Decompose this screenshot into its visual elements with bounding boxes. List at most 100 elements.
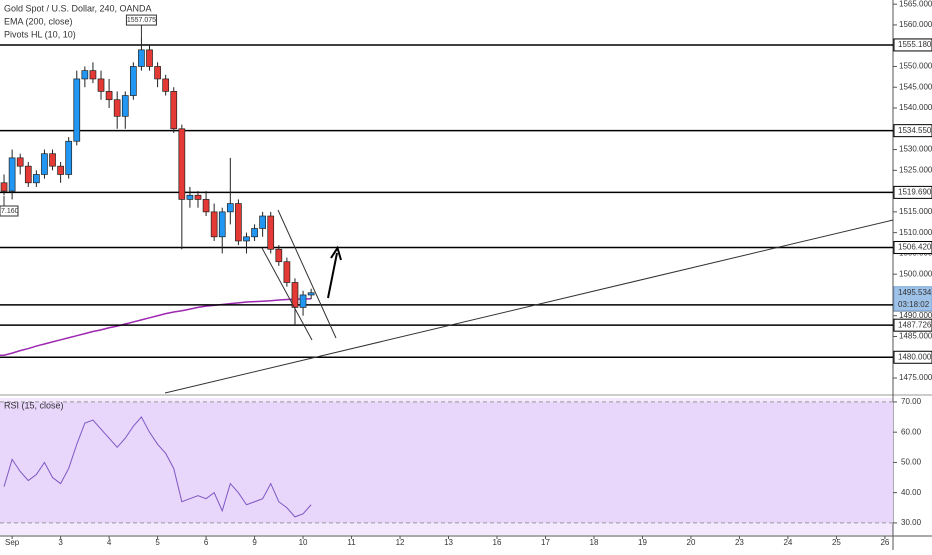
y-tick-label: 1545.000 — [899, 82, 932, 91]
trendline — [164, 219, 894, 394]
y-tick-label: 1515.000 — [899, 207, 932, 216]
chart-title: Gold Spot / U.S. Dollar, 240, OANDA — [4, 3, 152, 13]
indicator-label: EMA (200, close) — [4, 16, 73, 26]
x-tick-label: 16 — [493, 538, 502, 547]
candle-body — [33, 174, 40, 184]
x-tick-label: 17 — [541, 538, 550, 547]
x-tick-label: 26 — [880, 538, 889, 547]
x-tick-label: 10 — [299, 538, 308, 547]
candle-body — [97, 78, 105, 92]
last-price-label: 1495.534 — [898, 288, 932, 297]
level-label: 1506.420 — [898, 243, 932, 252]
level-label-box — [893, 124, 932, 138]
candle-body — [105, 91, 113, 101]
candle-body — [202, 199, 210, 213]
candle-body — [121, 95, 129, 117]
candle-body — [129, 66, 137, 96]
candle-body — [291, 282, 299, 308]
candle-body — [57, 165, 64, 175]
x-tick-label: 24 — [783, 538, 792, 547]
candle-body — [243, 236, 250, 242]
candle-body — [267, 215, 275, 250]
candle-body — [89, 70, 97, 80]
rsi-y-tick-label: 40.00 — [901, 488, 922, 497]
level-label-box — [893, 318, 932, 332]
channel-line — [261, 247, 313, 341]
candle-body — [0, 182, 8, 192]
rsi-title: RSI (15, close) — [4, 400, 64, 410]
rsi-line — [3, 416, 312, 518]
level-label: 1555.180 — [898, 40, 932, 49]
candle-body — [251, 228, 258, 238]
x-tick-label: 3 — [58, 538, 63, 547]
candle-body — [210, 211, 218, 238]
candle-body — [162, 78, 170, 92]
x-tick-label: Sep — [5, 538, 20, 547]
y-tick-label: 1475.000 — [899, 373, 932, 382]
candle-body — [146, 49, 153, 67]
candle-body — [194, 194, 202, 200]
candle-body — [218, 211, 226, 238]
pivot-low-label: 7.160 — [1, 208, 19, 215]
level-label: 1487.726 — [898, 320, 932, 329]
candle-body — [81, 70, 89, 80]
channel-line — [277, 209, 337, 339]
candle-body — [49, 153, 56, 167]
y-tick-label: 1540.000 — [899, 103, 932, 112]
x-tick-label: 18 — [590, 538, 599, 547]
rsi-y-tick-label: 30.00 — [901, 518, 922, 527]
pivot-low-box — [0, 205, 19, 217]
candle-body — [235, 203, 242, 242]
candle-body — [186, 194, 194, 200]
y-tick-label: 1500.000 — [899, 269, 932, 278]
x-tick-label: 23 — [735, 538, 744, 547]
candle-body — [73, 78, 81, 142]
y-tick-label: 1525.000 — [899, 165, 932, 174]
candle-body — [259, 215, 266, 229]
y-tick-label: 1530.000 — [899, 145, 932, 154]
x-tick-label: 13 — [444, 538, 453, 547]
x-tick-label: 19 — [638, 538, 647, 547]
x-tick-label: 4 — [107, 538, 112, 547]
level-label: 1480.000 — [898, 352, 932, 361]
x-tick-label: 11 — [347, 538, 356, 547]
candle-body — [226, 203, 234, 213]
candle-body — [283, 261, 291, 283]
rsi-y-tick-label: 50.00 — [901, 458, 922, 467]
ema-line — [0, 297, 312, 356]
indicator-label: Pivots HL (10, 10) — [4, 29, 76, 39]
countdown: 03:18:02 — [898, 300, 930, 309]
rsi-y-tick-label: 60.00 — [901, 427, 922, 436]
candle-body — [178, 128, 186, 200]
candle-body — [299, 294, 307, 308]
candle-body — [113, 99, 121, 117]
candle-body — [8, 157, 16, 192]
rsi-y-tick-label: 70.00 — [901, 397, 922, 406]
y-tick-label: 1485.000 — [899, 332, 932, 341]
candle-body — [24, 165, 32, 184]
level-label-box — [893, 38, 932, 52]
y-tick-label: 1560.000 — [899, 20, 932, 29]
x-tick-label: 20 — [687, 538, 696, 547]
y-tick-label: 1490.000 — [899, 311, 932, 320]
rsi-band — [0, 401, 893, 523]
level-label-box — [893, 185, 932, 199]
candle-body — [16, 157, 24, 167]
arrow — [327, 252, 338, 299]
x-tick-label: 25 — [832, 538, 841, 547]
candle-body — [65, 140, 73, 175]
y-tick-label: 1510.000 — [899, 228, 932, 237]
level-label-box — [893, 350, 932, 364]
y-tick-label: 1550.000 — [899, 62, 932, 71]
arrow-head — [330, 245, 342, 261]
x-tick-label: 6 — [204, 538, 209, 547]
candle-body — [154, 66, 161, 80]
level-label-box — [893, 241, 932, 255]
x-tick-label: 5 — [155, 538, 160, 547]
high-label: 1557.075 — [127, 17, 156, 24]
candle-body — [170, 91, 178, 130]
level-label: 1519.690 — [898, 187, 932, 196]
x-tick-label: 12 — [396, 538, 405, 547]
